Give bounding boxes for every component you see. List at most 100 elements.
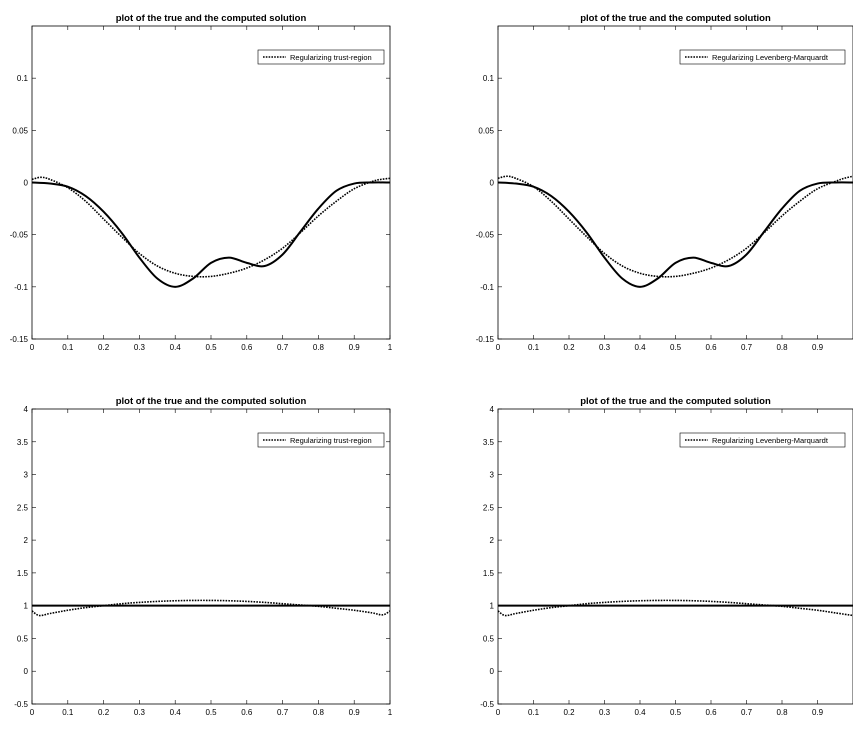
panel-3-y-tick-label: 1 xyxy=(24,602,29,611)
panel-3-y-tick-label: 0.5 xyxy=(17,634,29,643)
panel-2-ticks xyxy=(497,26,818,340)
panel-3-x-tick-label: 0.4 xyxy=(170,708,182,717)
panel-2-y-tick-label: 0.1 xyxy=(483,74,495,83)
panel-4-x-tick-label: 0.9 xyxy=(812,708,824,717)
panel-4-title: plot of the true and the computed soluti… xyxy=(580,396,771,407)
panel-3-y-tick-label: 3.5 xyxy=(17,438,29,447)
panel-1-axes-frame xyxy=(31,25,391,340)
panel-1-y-tick-label: 0 xyxy=(24,179,29,188)
panel-2-axes-frame xyxy=(497,25,853,340)
panel-4-x-tick-label: 0.5 xyxy=(670,708,682,717)
panel-4-x-tick-label: 0.8 xyxy=(776,708,788,717)
panel-1-y-tick-label: -0.15 xyxy=(10,335,29,344)
panel-2-x-tick-label: 0.1 xyxy=(528,343,540,352)
panel-1-y-tick-label: 0.1 xyxy=(17,74,29,83)
panel-2-y-tick-label: 0 xyxy=(490,179,495,188)
panel-4-x-tick-label: 0.6 xyxy=(705,708,717,717)
panel-2-y-tick-label: 0.05 xyxy=(478,126,494,135)
panel-2-x-tick-label: 0.9 xyxy=(812,343,824,352)
panel-1-x-tick-label: 0.4 xyxy=(170,343,182,352)
panel-3-x-tick-label: 0.6 xyxy=(241,708,253,717)
panel-2-x-tick-label: 0.7 xyxy=(741,343,753,352)
panel-3-x-tick-label: 0.1 xyxy=(62,708,74,717)
panel-1-ticks xyxy=(31,26,391,340)
panel-1-legend-label: Regularizing trust-region xyxy=(290,53,372,62)
panel-4-y-tick-label: 4 xyxy=(490,405,495,414)
panel-4-y-tick-label: 2.5 xyxy=(483,503,495,512)
panel-4-y-tick-label: 0.5 xyxy=(483,634,495,643)
panel-1-legend-box xyxy=(257,49,385,65)
panel-4-x-tick-label: 0.4 xyxy=(634,708,646,717)
panel-3-axes-frame xyxy=(31,408,391,705)
panel-2-y-tick-label: -0.15 xyxy=(476,335,495,344)
panel-2-x-tick-label: 0.8 xyxy=(776,343,788,352)
panel-3-y-tick-label: 4 xyxy=(24,405,29,414)
panel-1-title: plot of the true and the computed soluti… xyxy=(116,13,307,24)
panel-2-x-tick-label: 0.2 xyxy=(563,343,575,352)
panel-4-y-tick-label: 0 xyxy=(490,667,495,676)
panel-3-y-tick-label: 3 xyxy=(24,471,29,480)
panel-1-x-tick-label: 0 xyxy=(30,343,35,352)
panel-3-x-tick-label: 0.7 xyxy=(277,708,289,717)
panel-3-x-tick-label: 0.3 xyxy=(134,708,146,717)
panel-2-true-solution-line xyxy=(498,181,853,288)
panel-3-x-tick-label: 0.8 xyxy=(313,708,325,717)
panel-4-y-tick-label: 1 xyxy=(490,602,495,611)
panel-2-x-tick-label: 0.4 xyxy=(634,343,646,352)
panel-1-x-tick-label: 0.7 xyxy=(277,343,289,352)
panel-1-x-tick-label: 0.3 xyxy=(134,343,146,352)
panel-1-x-tick-label: 0.2 xyxy=(98,343,110,352)
panel-3-x-tick-label: 0.2 xyxy=(98,708,110,717)
panel-2-computed-solution-line xyxy=(498,175,853,278)
panel-2-legend: Regularizing Levenberg-Marquardt xyxy=(679,49,846,65)
panel-1-x-tick-label: 0.1 xyxy=(62,343,74,352)
panel-3-x-tick-label: 0 xyxy=(30,708,35,717)
panel-4-y-tick-label: 3 xyxy=(490,471,495,480)
panel-2-x-tick-label: 0 xyxy=(496,343,501,352)
panel-3-x-tick-label: 0.5 xyxy=(205,708,217,717)
panel-2-title: plot of the true and the computed soluti… xyxy=(580,13,771,24)
panel-3-legend: Regularizing trust-region xyxy=(257,432,385,448)
panel-2-legend-box xyxy=(679,49,846,65)
panel-1-true-solution-line xyxy=(32,181,390,288)
panel-2-x-tick-label: 0.5 xyxy=(670,343,682,352)
panel-1-x-tick-label: 0.9 xyxy=(349,343,361,352)
panel-4-computed-solution-line xyxy=(498,599,853,617)
panel-1-x-tick-label: 0.6 xyxy=(241,343,253,352)
panel-1-x-tick-label: 1 xyxy=(388,343,393,352)
panel-4-ticks xyxy=(497,408,818,705)
panel-2-x-tick-label: 0.6 xyxy=(705,343,717,352)
panel-3-y-tick-label: -0.5 xyxy=(14,700,28,709)
panel-2-y-tick-label: -0.1 xyxy=(480,283,494,292)
panel-4-y-tick-label: 2 xyxy=(490,536,495,545)
panel-1-y-tick-label: 0.05 xyxy=(12,126,28,135)
panel-3-legend-box xyxy=(257,432,385,448)
panel-1-computed-solution-line xyxy=(32,176,390,278)
panel-1-x-tick-label: 0.8 xyxy=(313,343,325,352)
panel-2-legend-label: Regularizing Levenberg-Marquardt xyxy=(712,53,829,62)
panel-3-y-tick-label: 2.5 xyxy=(17,503,29,512)
panel-1-legend: Regularizing trust-region xyxy=(257,49,385,65)
panel-3-ticks xyxy=(31,408,391,705)
panel-4-legend-label: Regularizing Levenberg-Marquardt xyxy=(712,436,829,445)
panel-4-legend-box xyxy=(679,432,846,448)
panel-3-title: plot of the true and the computed soluti… xyxy=(116,396,307,407)
panel-3-y-tick-label: 1.5 xyxy=(17,569,29,578)
panel-4-legend: Regularizing Levenberg-Marquardt xyxy=(679,432,846,448)
panel-3-x-tick-label: 0.9 xyxy=(349,708,361,717)
panel-3-computed-solution-line xyxy=(32,599,390,617)
panel-1: plot of the true and the computed soluti… xyxy=(10,13,393,352)
panel-4-x-tick-label: 0.2 xyxy=(563,708,575,717)
panel-1-y-tick-label: -0.05 xyxy=(10,231,29,240)
panel-4-y-tick-label: -0.5 xyxy=(480,700,494,709)
panel-4-x-tick-label: 0.7 xyxy=(741,708,753,717)
panel-4: plot of the true and the computed soluti… xyxy=(480,396,853,717)
panel-3: plot of the true and the computed soluti… xyxy=(14,396,393,717)
panel-2-x-tick-label: 0.3 xyxy=(599,343,611,352)
panel-2: plot of the true and the computed soluti… xyxy=(476,13,853,352)
panel-2-y-tick-label: -0.05 xyxy=(476,231,495,240)
panel-3-x-tick-label: 1 xyxy=(388,708,393,717)
panel-4-axes-frame xyxy=(497,408,853,705)
panel-3-legend-label: Regularizing trust-region xyxy=(290,436,372,445)
